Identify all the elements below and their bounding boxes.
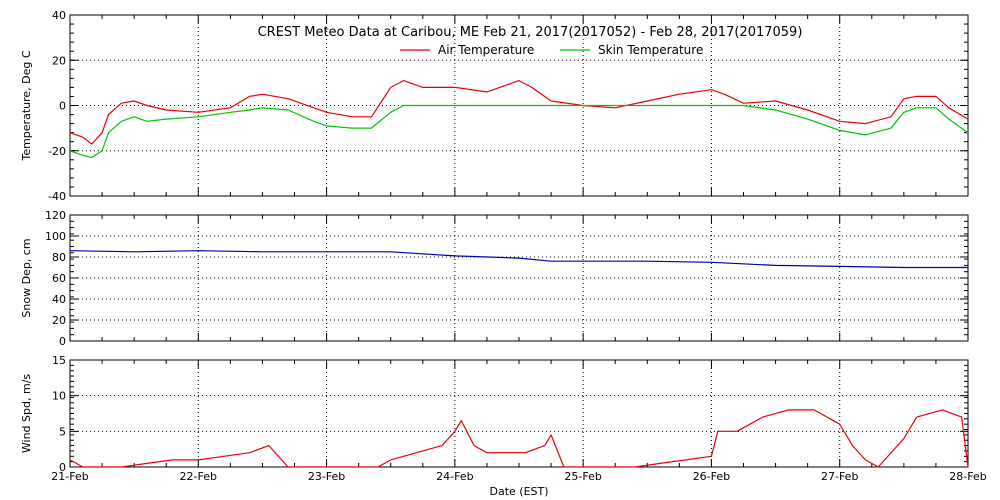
legend-label: Skin Temperature <box>598 43 703 57</box>
x-tick-label: 24-Feb <box>436 470 473 483</box>
panel-2: 0 20 40 60 80 100 120 Snow Dep, cm <box>20 209 969 348</box>
x-axis-title: Date (EST) <box>489 485 548 498</box>
y-axis-title: Snow Dep, cm <box>20 238 33 317</box>
y-tick-label: 120 <box>45 209 66 222</box>
y-tick-label: -40 <box>48 190 66 203</box>
y-tick-label: 60 <box>52 272 66 285</box>
y-tick-label: 40 <box>52 293 66 306</box>
x-tick-label: 27-Feb <box>821 470 858 483</box>
x-tick-label: 26-Feb <box>693 470 730 483</box>
y-tick-label: 40 <box>52 9 66 22</box>
y-axis-title: Temperature, Deg C <box>20 50 33 161</box>
y-tick-label: 0 <box>59 335 66 348</box>
y-tick-label: 0 <box>59 461 66 474</box>
x-tick-label: 23-Feb <box>308 470 345 483</box>
x-axis: 21-Feb 22-Feb 23-Feb 24-Feb 25-Feb 26-Feb 27-F… <box>51 470 986 483</box>
y-tick-label: 5 <box>59 425 66 438</box>
series-line-1-2 <box>69 104 969 159</box>
y-tick-label: -20 <box>48 145 66 158</box>
series-line-3-1 <box>69 409 969 468</box>
x-tick-label: 25-Feb <box>564 470 601 483</box>
chart-title: CREST Meteo Data at Caribou, ME Feb 21, … <box>258 25 803 40</box>
x-tick-label: 28-Feb <box>949 470 986 483</box>
y-tick-label: 10 <box>52 390 66 403</box>
y-axis-title: Wind Spd, m/s <box>20 374 33 454</box>
x-tick-label: 22-Feb <box>180 470 217 483</box>
x-tick-label: 21-Feb <box>51 470 88 483</box>
y-tick-label: 20 <box>52 314 66 327</box>
y-tick-label: 15 <box>52 354 66 367</box>
y-tick-label: 0 <box>59 100 66 113</box>
series-line-2-1 <box>69 250 968 269</box>
series-line-1-1 <box>69 79 969 145</box>
panel-3: 0 5 10 15 Wind Spd, m/s <box>20 354 969 474</box>
plot-frame <box>69 359 969 468</box>
y-tick-label: 20 <box>52 54 66 67</box>
legend-label: Air Temperature <box>438 43 534 57</box>
y-tick-label: 80 <box>52 251 66 264</box>
y-tick-label: 100 <box>45 230 66 243</box>
panel-1: -40 -20 0 20 40 Temperature, Deg C Air Tempera… <box>20 9 969 203</box>
